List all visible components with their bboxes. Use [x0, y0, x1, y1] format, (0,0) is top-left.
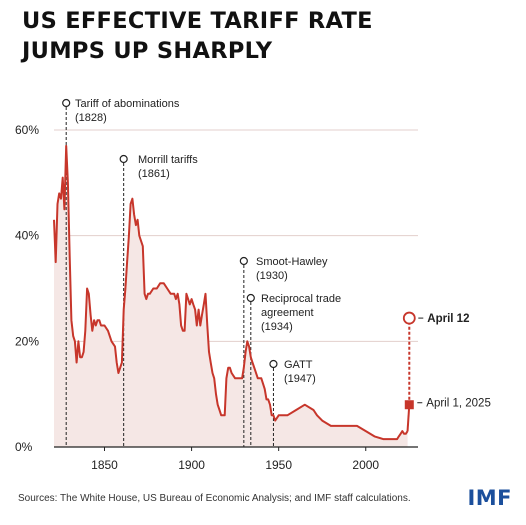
y-tick-label-60: 60%	[15, 123, 39, 137]
annotation-label-1930-line-2: (1930)	[256, 270, 288, 282]
imf-logo: IMF	[467, 486, 512, 510]
x-tick-label-1900: 1900	[178, 458, 205, 472]
annotation-label-1828-line-2: (1828)	[75, 112, 107, 124]
annotation-marker-1934	[246, 293, 255, 303]
annotation-label-1861-line-2: (1861)	[138, 168, 170, 180]
series-line-effective-tariff-rate	[53, 144, 409, 441]
projection-label-april-12: April 12	[427, 313, 469, 325]
gridlines	[54, 129, 418, 342]
y-tick-label-40: 40%	[15, 229, 39, 243]
annotation-marker-1930	[239, 256, 248, 266]
annotations-layer: Tariff of abominations (1828) Morrill tari…	[62, 98, 341, 447]
series-line-layer	[53, 144, 409, 441]
x-tick-label-2000: 2000	[352, 458, 379, 472]
annotation-label-1861-line-1: Morrill tariffs	[138, 154, 198, 166]
annotation-marker-1947	[269, 359, 278, 369]
x-tick-label-1850: 1850	[91, 458, 118, 472]
annotation-label-1934-line-1: Reciprocal trade	[261, 293, 341, 305]
y-tick-label-0: 0%	[15, 440, 33, 454]
area-fill-layer	[54, 145, 408, 447]
projection-label-april-1-2025: April 1, 2025	[426, 398, 491, 410]
annotation-label-1828-line-1: Tariff of abominations	[75, 98, 180, 110]
annotation-label-1947-line-1: GATT	[284, 359, 313, 371]
series-area-fill	[54, 145, 408, 447]
annotation-label-1930-line-1: Smoot-Hawley	[256, 256, 328, 268]
annotation-label-1947-line-2: (1947)	[284, 373, 316, 385]
x-tick-label-1950: 1950	[265, 458, 292, 472]
projection-marker-april-1-2025	[404, 400, 414, 410]
y-tick-label-20: 20%	[15, 334, 39, 348]
annotation-marker-1828	[62, 98, 71, 108]
projection-marker-april-12	[402, 311, 416, 325]
annotation-label-1934-line-3: (1934)	[261, 321, 293, 333]
chart-title-line-1: US EFFECTIVE TARIFF RATE	[22, 8, 373, 34]
annotation-marker-1861	[119, 154, 128, 164]
annotation-label-1934-line-2: agreement	[261, 307, 314, 319]
axes-layer: 0% 20% 40% 60% 1850 1900 1950 2000	[15, 123, 418, 472]
projection-layer: April 12 April 1, 2025	[402, 311, 491, 432]
chart-title-line-2: JUMPS UP SHARPLY	[22, 38, 273, 64]
chart-title: US EFFECTIVE TARIFF RATE JUMPS UP SHARPL…	[22, 6, 502, 66]
source-note: Sources: The White House, US Bureau of E…	[18, 493, 411, 504]
